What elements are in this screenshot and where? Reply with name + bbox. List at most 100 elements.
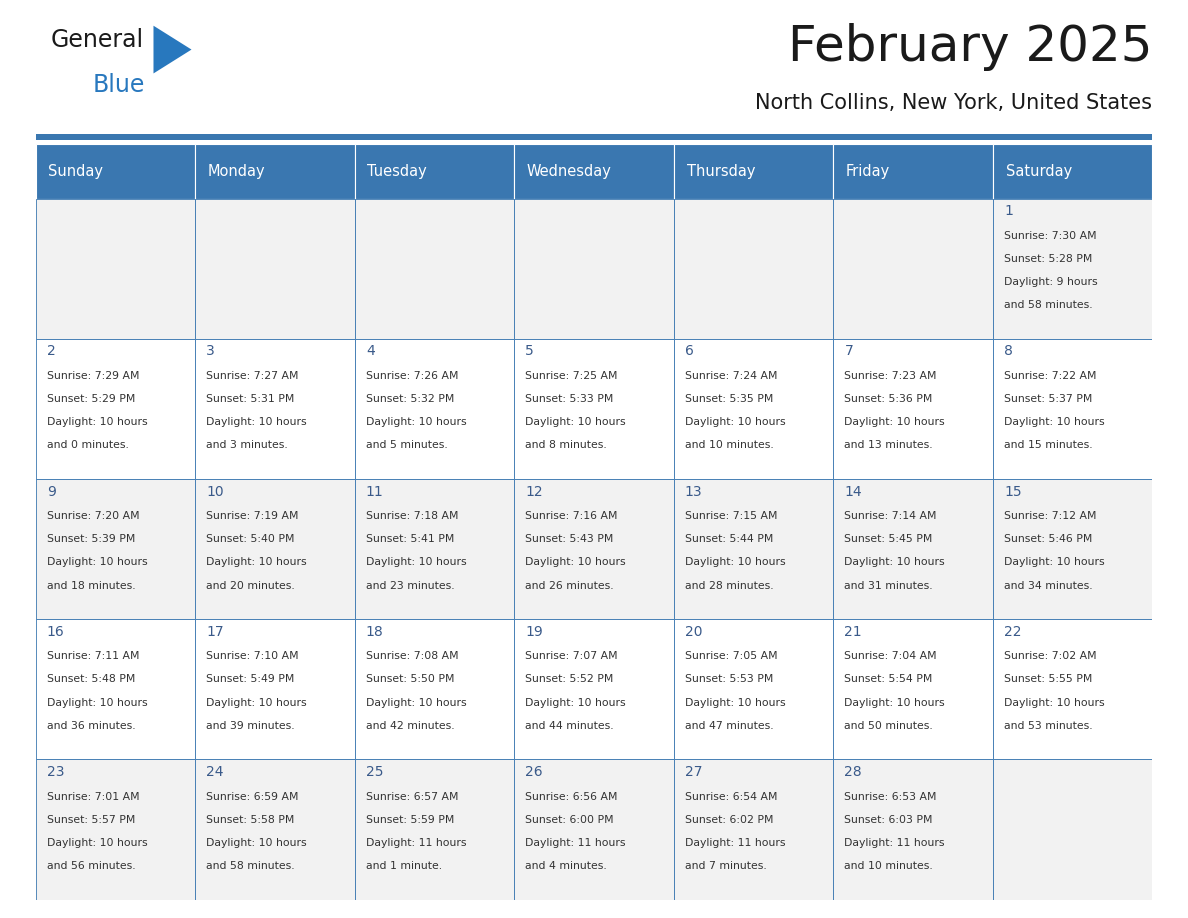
Text: 2: 2: [46, 344, 56, 358]
Text: Sunrise: 7:30 AM: Sunrise: 7:30 AM: [1004, 230, 1097, 241]
Text: Daylight: 10 hours: Daylight: 10 hours: [46, 698, 147, 708]
Text: and 58 minutes.: and 58 minutes.: [207, 861, 295, 871]
Bar: [355, 620, 514, 759]
Text: Sunset: 5:37 PM: Sunset: 5:37 PM: [1004, 394, 1093, 404]
Text: Daylight: 11 hours: Daylight: 11 hours: [845, 838, 944, 848]
Text: Sunset: 6:02 PM: Sunset: 6:02 PM: [685, 814, 773, 824]
Text: Sunset: 5:39 PM: Sunset: 5:39 PM: [46, 534, 135, 544]
Text: and 10 minutes.: and 10 minutes.: [845, 861, 934, 871]
Text: and 26 minutes.: and 26 minutes.: [525, 580, 614, 590]
Text: Sunrise: 7:26 AM: Sunrise: 7:26 AM: [366, 371, 459, 381]
Text: Daylight: 10 hours: Daylight: 10 hours: [1004, 557, 1105, 567]
Text: Daylight: 10 hours: Daylight: 10 hours: [46, 557, 147, 567]
Text: Sunrise: 6:56 AM: Sunrise: 6:56 AM: [525, 791, 618, 801]
Text: Daylight: 10 hours: Daylight: 10 hours: [845, 698, 946, 708]
Text: 26: 26: [525, 765, 543, 779]
Text: 23: 23: [46, 765, 64, 779]
Text: and 44 minutes.: and 44 minutes.: [525, 721, 614, 731]
Text: Saturday: Saturday: [1005, 163, 1072, 179]
Bar: [36, 479, 195, 620]
Bar: [993, 198, 1152, 339]
Bar: [514, 479, 674, 620]
Text: and 13 minutes.: and 13 minutes.: [845, 441, 933, 451]
Text: Sunrise: 7:07 AM: Sunrise: 7:07 AM: [525, 652, 618, 661]
Text: and 53 minutes.: and 53 minutes.: [1004, 721, 1093, 731]
Text: Sunset: 5:43 PM: Sunset: 5:43 PM: [525, 534, 614, 544]
Text: 10: 10: [207, 485, 225, 498]
Text: Sunrise: 7:05 AM: Sunrise: 7:05 AM: [685, 652, 778, 661]
Text: Sunrise: 7:23 AM: Sunrise: 7:23 AM: [845, 371, 937, 381]
Bar: [674, 339, 833, 479]
Text: and 42 minutes.: and 42 minutes.: [366, 721, 455, 731]
Text: and 3 minutes.: and 3 minutes.: [207, 441, 287, 451]
Text: 18: 18: [366, 625, 384, 639]
Text: 28: 28: [845, 765, 862, 779]
Text: North Collins, New York, United States: North Collins, New York, United States: [756, 94, 1152, 113]
Bar: [674, 144, 833, 198]
Text: and 50 minutes.: and 50 minutes.: [845, 721, 934, 731]
Text: Sunset: 5:57 PM: Sunset: 5:57 PM: [46, 814, 135, 824]
Text: 21: 21: [845, 625, 862, 639]
Text: Sunrise: 7:19 AM: Sunrise: 7:19 AM: [207, 511, 299, 521]
Text: Daylight: 10 hours: Daylight: 10 hours: [366, 557, 467, 567]
Bar: [36, 620, 195, 759]
Text: 16: 16: [46, 625, 64, 639]
Text: 7: 7: [845, 344, 853, 358]
Text: Sunrise: 7:02 AM: Sunrise: 7:02 AM: [1004, 652, 1097, 661]
Text: Sunset: 5:58 PM: Sunset: 5:58 PM: [207, 814, 295, 824]
Text: Daylight: 11 hours: Daylight: 11 hours: [366, 838, 467, 848]
Text: 13: 13: [685, 485, 702, 498]
Text: Sunday: Sunday: [49, 163, 103, 179]
Text: General: General: [51, 28, 144, 52]
Text: and 15 minutes.: and 15 minutes.: [1004, 441, 1093, 451]
Text: and 20 minutes.: and 20 minutes.: [207, 580, 295, 590]
Bar: [993, 620, 1152, 759]
Text: Sunrise: 7:16 AM: Sunrise: 7:16 AM: [525, 511, 618, 521]
Bar: [833, 479, 993, 620]
Bar: [993, 339, 1152, 479]
Text: Sunrise: 7:12 AM: Sunrise: 7:12 AM: [1004, 511, 1097, 521]
Text: 12: 12: [525, 485, 543, 498]
Text: Sunrise: 7:10 AM: Sunrise: 7:10 AM: [207, 652, 299, 661]
Text: Sunrise: 7:08 AM: Sunrise: 7:08 AM: [366, 652, 459, 661]
Text: Sunset: 5:45 PM: Sunset: 5:45 PM: [845, 534, 933, 544]
Text: and 28 minutes.: and 28 minutes.: [685, 580, 773, 590]
Bar: [195, 759, 355, 900]
Bar: [514, 759, 674, 900]
Text: Tuesday: Tuesday: [367, 163, 428, 179]
Text: Sunrise: 7:20 AM: Sunrise: 7:20 AM: [46, 511, 139, 521]
Bar: [355, 144, 514, 198]
Bar: [674, 479, 833, 620]
Text: Sunset: 5:55 PM: Sunset: 5:55 PM: [1004, 675, 1093, 685]
Bar: [36, 198, 195, 339]
Bar: [833, 198, 993, 339]
Text: Sunset: 5:59 PM: Sunset: 5:59 PM: [366, 814, 454, 824]
Text: Sunrise: 7:01 AM: Sunrise: 7:01 AM: [46, 791, 139, 801]
Bar: [355, 339, 514, 479]
Text: 27: 27: [685, 765, 702, 779]
Text: Sunrise: 6:57 AM: Sunrise: 6:57 AM: [366, 791, 459, 801]
Text: 1: 1: [1004, 204, 1013, 218]
Text: Sunrise: 6:53 AM: Sunrise: 6:53 AM: [845, 791, 937, 801]
Text: 24: 24: [207, 765, 223, 779]
Text: Daylight: 10 hours: Daylight: 10 hours: [1004, 417, 1105, 427]
Text: 25: 25: [366, 765, 384, 779]
Text: 5: 5: [525, 344, 535, 358]
Text: Daylight: 10 hours: Daylight: 10 hours: [685, 417, 785, 427]
Text: 11: 11: [366, 485, 384, 498]
Text: Daylight: 10 hours: Daylight: 10 hours: [685, 557, 785, 567]
Text: Sunset: 5:33 PM: Sunset: 5:33 PM: [525, 394, 614, 404]
Text: Sunrise: 7:14 AM: Sunrise: 7:14 AM: [845, 511, 937, 521]
Text: 8: 8: [1004, 344, 1013, 358]
Text: Sunset: 5:31 PM: Sunset: 5:31 PM: [207, 394, 295, 404]
Text: Sunset: 5:40 PM: Sunset: 5:40 PM: [207, 534, 295, 544]
Text: Daylight: 11 hours: Daylight: 11 hours: [685, 838, 785, 848]
Text: and 34 minutes.: and 34 minutes.: [1004, 580, 1093, 590]
Text: Daylight: 10 hours: Daylight: 10 hours: [845, 557, 946, 567]
Bar: [36, 144, 195, 198]
Text: Sunrise: 7:24 AM: Sunrise: 7:24 AM: [685, 371, 777, 381]
Text: Sunrise: 7:27 AM: Sunrise: 7:27 AM: [207, 371, 299, 381]
Bar: [993, 759, 1152, 900]
Text: and 5 minutes.: and 5 minutes.: [366, 441, 448, 451]
Bar: [674, 759, 833, 900]
